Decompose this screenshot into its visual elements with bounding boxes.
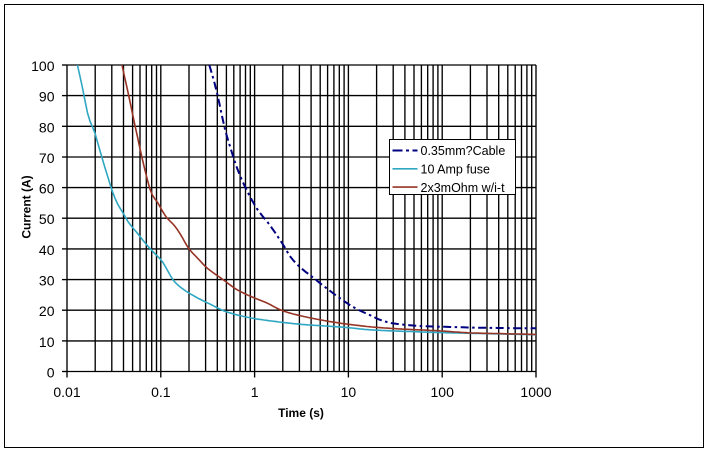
svg-text:10: 10	[39, 334, 55, 350]
svg-text:40: 40	[39, 242, 55, 258]
svg-text:0: 0	[47, 365, 55, 381]
svg-text:30: 30	[39, 273, 55, 289]
svg-text:10: 10	[341, 384, 357, 400]
svg-text:100: 100	[31, 58, 55, 74]
svg-text:1: 1	[251, 384, 259, 400]
svg-text:70: 70	[39, 150, 55, 166]
svg-text:Current (A): Current (A)	[20, 175, 34, 238]
svg-text:60: 60	[39, 181, 55, 197]
svg-text:0.01: 0.01	[53, 384, 80, 400]
svg-text:20: 20	[39, 303, 55, 319]
svg-text:0.1: 0.1	[151, 384, 171, 400]
svg-text:1000: 1000	[520, 384, 551, 400]
svg-text:0.35mm?Cable: 0.35mm?Cable	[421, 144, 506, 158]
svg-text:2x3mOhm w/i-t: 2x3mOhm w/i-t	[421, 181, 506, 195]
svg-text:10 Amp fuse: 10 Amp fuse	[421, 163, 491, 177]
svg-text:100: 100	[431, 384, 455, 400]
svg-text:50: 50	[39, 211, 55, 227]
svg-text:Time (s): Time (s)	[278, 406, 324, 420]
svg-text:80: 80	[39, 119, 55, 135]
svg-text:90: 90	[39, 89, 55, 105]
